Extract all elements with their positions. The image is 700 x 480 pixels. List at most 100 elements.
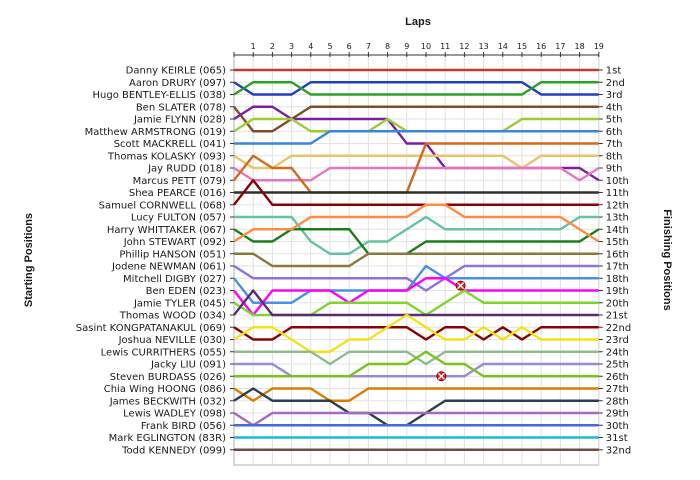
lap-tick-label: 4: [308, 42, 313, 51]
finishing-position-label: 13th: [606, 213, 629, 224]
lap-tick-label: 9: [404, 42, 409, 51]
finishing-position-label: 27th: [606, 384, 629, 395]
lap-tick-label: 2: [270, 42, 275, 51]
series-line: [233, 179, 599, 206]
lap-tick-label: 3: [289, 42, 294, 51]
finishing-position-label: 16th: [606, 249, 629, 260]
starting-driver-label: Hugo BENTLEY-ELLIS (038): [92, 90, 226, 101]
series-line: [234, 252, 599, 268]
starting-driver-label: Jamie FLYNN (028): [133, 115, 226, 126]
finishing-position-label: 12th: [606, 200, 629, 211]
lap-tick-label: 1: [251, 42, 256, 51]
starting-driver-label: Chia Wing HOONG (086): [104, 384, 226, 395]
starting-driver-label: Jodene NEWMAN (061): [111, 262, 226, 273]
series-line: [233, 326, 599, 341]
finishing-position-label: 19th: [606, 286, 629, 297]
lap-tick-label: 15: [517, 42, 527, 51]
starting-driver-label: Lucy FULTON (057): [131, 213, 226, 224]
starting-driver-label: Samuel CORNWELL (068): [99, 200, 226, 211]
plot-area: [233, 54, 600, 466]
series-line: [233, 81, 599, 96]
y-axis-title-left: Starting Positions: [23, 213, 35, 307]
starting-driver-label: Ben SLATER (078): [136, 102, 226, 113]
series-layer: [233, 68, 600, 451]
starting-driver-label: Thomas KOLASKY (093): [107, 151, 226, 162]
starting-driver-label: Matthew ARMSTRONG (019): [85, 127, 227, 138]
starting-driver-label: Harry WHITTAKER (067): [107, 225, 226, 236]
finishing-position-label: 17th: [606, 262, 629, 273]
starting-driver-label: Ben EDEN (023): [146, 286, 227, 297]
finishing-position-label: 21st: [606, 311, 628, 322]
starting-driver-label: Jacky LIU (091): [150, 360, 226, 371]
finishing-position-label: 5th: [606, 115, 623, 126]
series-line: [234, 130, 599, 145]
series-line: [234, 215, 599, 255]
series-line: [233, 105, 599, 133]
finishing-position-label: 30th: [606, 421, 629, 432]
starting-position-labels: Danny KEIRLE (065)Aaron DRURY (097)Hugo …: [76, 66, 226, 457]
chart-title: Laps: [405, 16, 431, 28]
starting-driver-label: Phillip HANSON (051): [119, 249, 226, 260]
lap-tick-label: 12: [459, 42, 469, 51]
finishing-position-label: 25th: [606, 360, 629, 371]
series-line: [233, 228, 600, 255]
finishing-position-label: 8th: [606, 151, 623, 162]
starting-driver-label: Lewis WADLEY (098): [123, 409, 226, 420]
starting-driver-label: Shea PEARCE (016): [129, 188, 226, 199]
starting-driver-label: Thomas WOOD (034): [119, 311, 226, 322]
retirement-markers: [436, 280, 466, 382]
finishing-position-label: 10th: [606, 176, 629, 187]
series-line: [233, 387, 599, 402]
starting-driver-label: Joshua NEVILLE (030): [118, 335, 226, 346]
lap-tick-labels: 1 2 3 4 5 6 7 8 9 10 11 12 13 14 15 16 17 18 19: [251, 42, 604, 51]
series-line: [233, 277, 599, 317]
retirement-marker: [455, 280, 466, 291]
grid: [230, 52, 603, 466]
finishing-position-label: 18th: [606, 274, 629, 285]
lap-tick-label: 19: [594, 42, 604, 51]
starting-driver-label: Frank BIRD (056): [141, 421, 226, 432]
finishing-position-label: 2nd: [606, 78, 625, 89]
lap-tick-label: 16: [536, 42, 546, 51]
series-line: [233, 203, 600, 243]
retirement-marker: [436, 371, 447, 382]
lap-tick-label: 7: [366, 42, 371, 51]
lap-tick-label: 8: [385, 42, 390, 51]
starting-driver-label: John STEWART (092): [123, 237, 226, 248]
lap-tick-label: 17: [555, 42, 565, 51]
finishing-position-label: 24th: [606, 347, 629, 358]
finishing-position-label: 20th: [606, 298, 629, 309]
starting-driver-label: James BECKWITH (032): [109, 396, 226, 407]
finishing-position-label: 11th: [606, 188, 629, 199]
finishing-position-label: 1st: [606, 66, 622, 77]
starting-driver-label: Aaron DRURY (097): [129, 78, 226, 89]
series-line: [233, 142, 599, 194]
finishing-position-label: 6th: [606, 127, 623, 138]
finishing-position-label: 9th: [606, 164, 623, 175]
finishing-position-label: 4th: [606, 102, 623, 113]
series-line: [233, 264, 599, 304]
starting-driver-label: Todd KENNEDY (099): [121, 445, 226, 456]
starting-driver-label: Scott MACKRELL (041): [114, 139, 226, 150]
series-line: [233, 387, 599, 427]
starting-driver-label: Lewis CURRITHERS (055): [101, 347, 226, 358]
starting-driver-label: Sasint KONGPATANAKUL (069): [76, 323, 226, 334]
starting-driver-label: Marcus PETT (079): [133, 176, 226, 187]
starting-driver-label: Mark EGLINGTON (83R): [109, 433, 227, 444]
finishing-position-label: 14th: [606, 225, 629, 236]
lap-tick-label: 13: [479, 42, 489, 51]
lap-tick-label: 18: [575, 42, 585, 51]
starting-driver-label: Jay RUDD (018): [147, 164, 226, 175]
lap-tick-label: 6: [347, 42, 352, 51]
finishing-position-label: 31st: [606, 433, 628, 444]
y-axis-title-right: Finishing Positions: [661, 209, 673, 310]
series-line: [234, 350, 599, 378]
finishing-position-label: 29th: [606, 409, 629, 420]
starting-driver-label: Steven BURDASS (026): [110, 372, 226, 383]
starting-driver-label: Mitchell DIGBY (027): [123, 274, 226, 285]
finishing-position-label: 3rd: [606, 90, 623, 101]
series-line: [233, 81, 599, 96]
finishing-position-label: 7th: [606, 139, 623, 150]
